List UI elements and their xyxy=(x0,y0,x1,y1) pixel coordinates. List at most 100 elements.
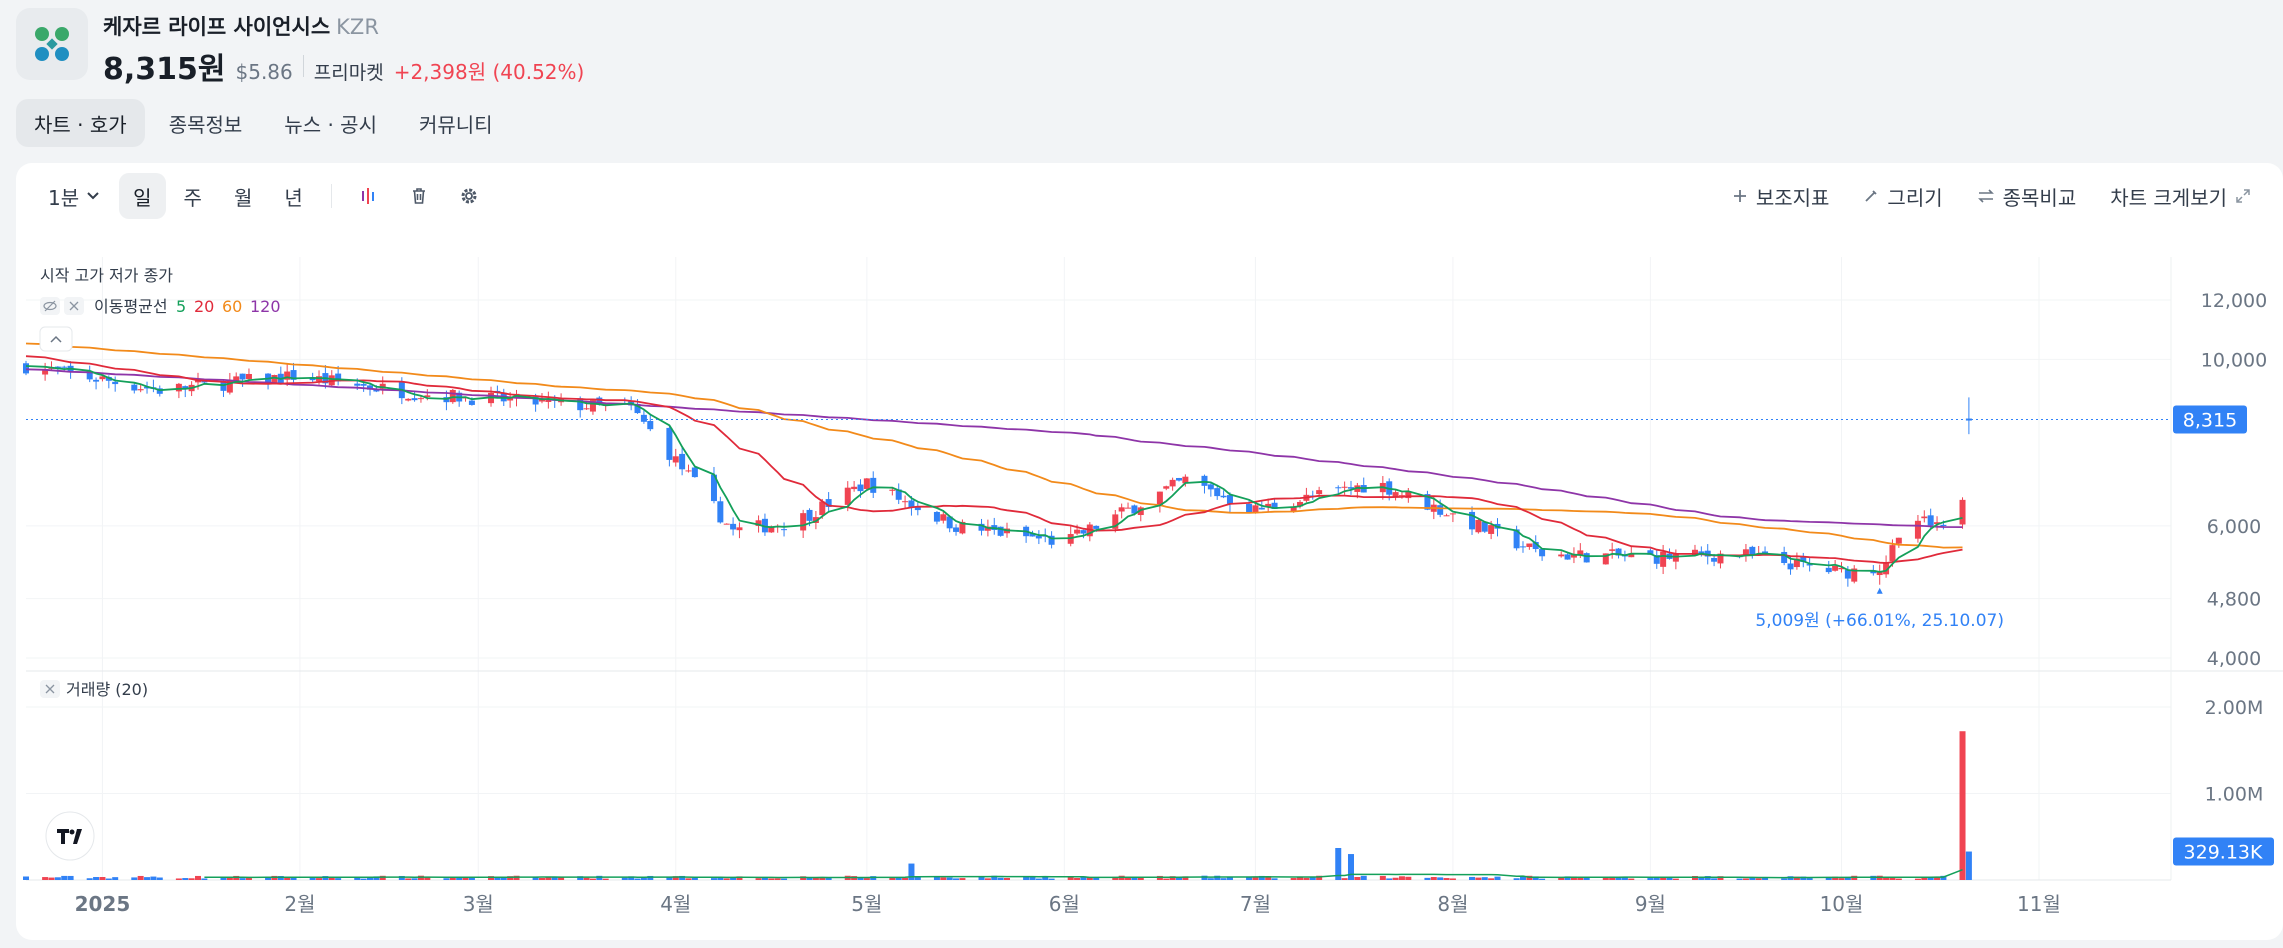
volume-bar xyxy=(1940,875,1947,880)
volume-bar xyxy=(1825,877,1832,880)
volume-bar xyxy=(1838,878,1845,880)
candle xyxy=(1749,545,1756,559)
candle-body xyxy=(1290,507,1297,512)
candle-body xyxy=(1806,564,1813,566)
period-month-button[interactable]: 월 xyxy=(233,185,253,210)
volume-bar xyxy=(1163,878,1170,880)
volume-bar xyxy=(1316,875,1323,880)
period-day-button[interactable]: 일 xyxy=(119,173,166,219)
tab-community[interactable]: 커뮤니티 xyxy=(418,112,493,137)
tab-chart-orderbook[interactable]: 차트 · 호가 xyxy=(16,99,145,147)
candle xyxy=(1118,503,1125,519)
ma-legend-period: 5 xyxy=(176,297,186,316)
add-indicator-button[interactable]: 보조지표 xyxy=(1724,173,1838,219)
compare-button[interactable]: 종목비교 xyxy=(1969,173,2085,219)
candle xyxy=(284,363,291,387)
volume-bar xyxy=(1443,878,1450,880)
candle xyxy=(800,509,807,538)
candle xyxy=(1201,474,1208,494)
period-week-button[interactable]: 주 xyxy=(183,185,202,210)
volume-bar xyxy=(583,877,590,880)
tab-news[interactable]: 뉴스 · 공시 xyxy=(284,112,377,137)
low-marker-arrow xyxy=(1876,587,1883,594)
candle xyxy=(67,361,74,379)
volume-bar xyxy=(175,878,182,880)
volume-bar xyxy=(1004,877,1011,880)
candle-body xyxy=(226,380,233,393)
title-row: 케자르 라이프 사이언시스 KZR xyxy=(103,11,379,41)
volume-bar xyxy=(54,877,61,880)
volume-bar xyxy=(309,876,316,880)
volume-bar xyxy=(685,878,692,880)
volume-bar xyxy=(1755,878,1762,880)
candle-body xyxy=(1347,487,1354,489)
fullscreen-button[interactable]: 차트 크게보기 xyxy=(2102,173,2259,219)
candle-body xyxy=(730,523,737,530)
volume-bar xyxy=(1660,877,1667,880)
volume-bar xyxy=(1698,877,1705,880)
candle xyxy=(1921,510,1928,523)
candle xyxy=(685,464,692,473)
ma60-line xyxy=(25,342,1963,549)
volume-bar xyxy=(1621,877,1628,880)
interval-select[interactable]: 1분 xyxy=(34,173,115,219)
volume-bar xyxy=(863,878,870,880)
candle xyxy=(736,522,743,539)
candle-body xyxy=(1653,555,1660,564)
expand-icon xyxy=(2236,189,2250,203)
candle-body xyxy=(1475,519,1482,533)
tradingview-logo xyxy=(45,811,95,861)
period-year-button[interactable]: 년 xyxy=(284,185,303,210)
time-axis-tick: 10월 xyxy=(1820,892,1864,916)
volume-bar xyxy=(277,876,284,880)
gear-icon[interactable] xyxy=(446,173,492,219)
time-axis-tick: 5월 xyxy=(851,892,882,916)
chart-type-icon[interactable] xyxy=(346,173,392,219)
chart-card: 8,315 329.13K 12,000 10,000 6,000 4,800 4,000 2… xyxy=(16,163,2283,940)
close-icon xyxy=(40,680,60,698)
candle-body xyxy=(1029,533,1036,537)
volume-bar xyxy=(1156,875,1163,880)
volume-bar xyxy=(1080,876,1087,880)
candle-body xyxy=(1615,548,1622,556)
candle-body xyxy=(449,389,456,403)
volume-bar xyxy=(679,875,686,880)
volume-bar xyxy=(1175,876,1182,880)
candle-body xyxy=(1628,553,1635,558)
volume-bar xyxy=(1220,878,1227,880)
volume-bar xyxy=(717,877,724,880)
candle-body xyxy=(577,398,584,411)
volume-bar xyxy=(1889,877,1896,880)
volume-bar xyxy=(1539,878,1546,880)
volume-bar xyxy=(188,878,195,880)
candle xyxy=(405,398,412,402)
tab-stock-info[interactable]: 종목정보 xyxy=(168,112,243,137)
volume-bar xyxy=(895,877,902,880)
eye-off-icon-slash xyxy=(44,300,56,312)
candle xyxy=(1347,480,1354,495)
candle-body xyxy=(940,514,947,521)
price-chart[interactable]: 8,315 329.13K 12,000 10,000 6,000 4,800 4,000 2… xyxy=(16,163,2283,940)
candle-body xyxy=(1691,549,1698,556)
ma-legend-period: 60 xyxy=(222,297,242,316)
candle xyxy=(1825,560,1832,574)
draw-button[interactable]: 그리기 xyxy=(1855,173,1950,219)
candle-body xyxy=(1118,507,1125,512)
candle-body xyxy=(895,489,902,500)
volume-bar xyxy=(1742,878,1749,880)
trash-icon[interactable] xyxy=(396,173,442,219)
candle-body xyxy=(1742,549,1749,555)
candle-body xyxy=(538,399,545,402)
volume-axis-tick: 1.00M xyxy=(2205,784,2264,806)
current-price-badge-label: 8,315 xyxy=(2183,410,2237,432)
low-price-annotation: 5,009원 (+66.01%, 25.10.07) xyxy=(1755,611,2004,631)
volume-bar xyxy=(736,876,743,880)
candle-body xyxy=(908,500,915,508)
candle xyxy=(417,396,424,403)
volume-bar xyxy=(774,878,781,880)
candle xyxy=(1214,484,1221,500)
candle-body xyxy=(233,376,240,383)
candle-body xyxy=(755,520,762,526)
volume-bar xyxy=(1023,876,1030,880)
candle-body xyxy=(175,383,182,392)
